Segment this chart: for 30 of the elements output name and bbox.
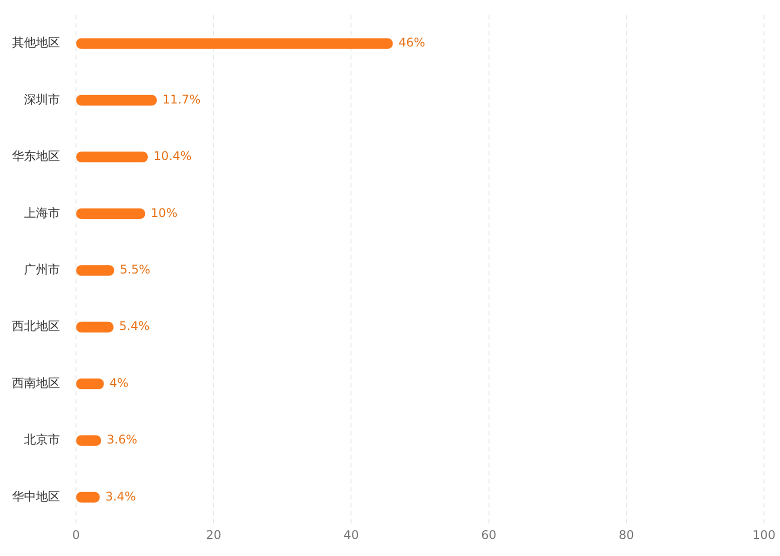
data-label: 10.4% [154,149,192,164]
y-tick-label: 深圳市 [24,92,60,106]
data-label: 3.4% [105,489,136,504]
data-label: 10% [150,206,178,220]
x-tick-label: 20 [206,528,222,542]
bar [76,208,146,220]
y-tick-label: 上海市 [24,206,60,220]
y-tick-label: 北京市 [24,432,60,447]
data-label: 11.7% [162,92,201,106]
data-label: 5.5% [120,262,150,277]
data-label: 46% [398,36,426,50]
x-tick-label: 40 [344,528,359,542]
x-tick-label: 100 [752,528,776,542]
data-label: 4% [110,376,129,390]
x-tick-label: 0 [72,528,80,542]
y-tick-label: 其他地区 [12,36,60,50]
y-tick-label: 西南地区 [12,376,60,390]
data-label: 5.4% [119,319,150,334]
bar [76,152,148,162]
bar [76,322,114,332]
bar [76,38,393,49]
y-tick-label: 广州市 [24,262,60,277]
x-tick-label: 80 [618,528,634,542]
y-tick-label: 西北地区 [12,319,60,334]
y-tick-label: 华东地区 [12,149,60,164]
y-tick-label: 华中地区 [12,489,60,504]
bar [76,265,114,276]
x-tick-label: 60 [481,528,496,542]
data-label: 3.6% [106,432,138,447]
bar [76,94,157,106]
